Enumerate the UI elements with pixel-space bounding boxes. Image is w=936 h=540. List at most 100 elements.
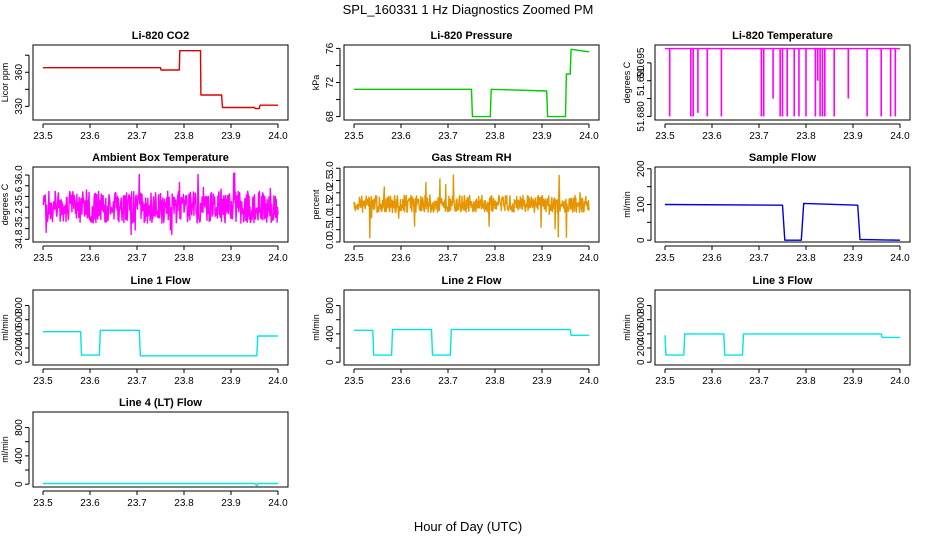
y-tick-label: 34.8 — [14, 229, 25, 249]
y-axis-label: Licor ppm — [0, 63, 10, 103]
series-4 — [42, 172, 279, 236]
plot-frame — [343, 44, 600, 121]
x-tick-label: 23.5 — [33, 376, 53, 387]
y-tick-label: 1.0 — [325, 210, 336, 224]
x-tick-label: 23.5 — [344, 376, 364, 387]
y-axis-label: ml/min — [622, 191, 632, 218]
x-tick-label: 24.0 — [268, 498, 288, 509]
x-tick-label: 23.6 — [702, 253, 722, 264]
x-tick-label: 23.8 — [796, 253, 816, 264]
plot-frame — [343, 289, 600, 366]
x-tick-label: 23.9 — [843, 253, 863, 264]
x-tick-label: 23.6 — [391, 131, 411, 142]
x-axis: 23.5 23.6 23.7 23.8 23.9 24.0 — [33, 368, 288, 387]
panel-3: Li-820 Temperature 23.5 23.6 23.7 23.8 23.9 24… — [622, 30, 911, 142]
y-axis: 34.835.2 35.636.0 degrees C — [0, 165, 30, 249]
y-tick-label: 800 — [14, 419, 25, 436]
panel-title: Line 3 Flow — [753, 275, 813, 287]
x-tick-label: 23.7 — [127, 131, 147, 142]
plot-frame — [32, 44, 289, 121]
x-tick-label: 23.6 — [391, 253, 411, 264]
panel-6: Sample Flow 23.5 23.6 23.7 23.8 23.9 24.0 0 100 2… — [622, 152, 911, 264]
x-tick-label: 23.9 — [843, 376, 863, 387]
series-line — [354, 48, 590, 118]
y-axis: 0 400 800 ml/min — [0, 419, 30, 487]
x-tick-label: 23.7 — [438, 253, 458, 264]
x-tick-label: 23.6 — [80, 498, 100, 509]
y-tick-label: 0 — [14, 481, 25, 487]
y-tick-label: 0 — [636, 359, 647, 365]
x-tick-label: 23.7 — [749, 253, 769, 264]
panel-title: Li-820 CO2 — [132, 30, 189, 42]
x-tick-label: 23.7 — [127, 376, 147, 387]
y-axis: 0 400 800 ml/min — [311, 297, 341, 365]
x-tick-label: 24.0 — [268, 131, 288, 142]
x-axis: 23.5 23.6 23.7 23.8 23.9 24.0 — [33, 490, 288, 509]
series-line — [354, 328, 589, 356]
x-tick-label: 24.0 — [579, 376, 599, 387]
plot-frame — [32, 289, 289, 366]
y-tick-label: 72 — [325, 77, 336, 89]
x-tick-label: 24.0 — [268, 376, 288, 387]
series-noise — [353, 174, 590, 239]
series-2 — [354, 48, 590, 118]
y-tick-label: 400 — [14, 325, 25, 342]
panel-title: Line 2 Flow — [442, 275, 502, 287]
x-tick-label: 23.9 — [843, 131, 863, 142]
y-tick-label: 3.0 — [325, 161, 336, 175]
panel-5: Gas Stream RH 23.5 23.6 23.7 23.8 23.9 24.0 0.0… — [311, 152, 600, 264]
y-tick-label: 600 — [14, 311, 25, 328]
series-line — [43, 329, 278, 357]
x-tick-label: 23.8 — [174, 498, 194, 509]
series-noise — [42, 172, 279, 236]
series-7 — [43, 329, 278, 357]
x-tick-label: 23.7 — [127, 253, 147, 264]
y-tick-label: 2.5 — [325, 173, 336, 187]
x-tick-label: 24.0 — [579, 253, 599, 264]
series-line — [43, 482, 278, 487]
x-tick-label: 24.0 — [890, 376, 910, 387]
x-tick-label: 23.6 — [391, 376, 411, 387]
x-tick-label: 23.5 — [655, 253, 675, 264]
x-tick-label: 24.0 — [579, 131, 599, 142]
y-tick-label: 35.6 — [14, 186, 25, 206]
panels: Li-820 CO2 23.5 23.6 23.7 23.8 23.9 24.0 330 360… — [0, 30, 911, 509]
series-line — [43, 50, 278, 110]
x-tick-label: 23.9 — [532, 131, 552, 142]
panel-2: Li-820 Pressure 23.5 23.6 23.7 23.8 23.9 24.0 6… — [311, 30, 600, 142]
panel-9: Line 3 Flow 23.5 23.6 23.7 23.8 23.9 24.0 0 2004… — [622, 275, 911, 387]
x-tick-label: 23.5 — [655, 376, 675, 387]
y-tick-label: 76 — [325, 42, 336, 54]
y-axis: 0 100 200 ml/min — [622, 160, 652, 243]
x-tick-label: 23.8 — [796, 376, 816, 387]
y-tick-label: 400 — [636, 325, 647, 342]
x-tick-label: 24.0 — [890, 253, 910, 264]
y-tick-label: 200 — [636, 160, 647, 177]
x-tick-label: 23.8 — [796, 131, 816, 142]
y-tick-label: 400 — [325, 325, 336, 342]
x-axis-label: Hour of Day (UTC) — [414, 519, 522, 534]
y-tick-label: 360 — [14, 63, 25, 80]
x-tick-label: 23.9 — [221, 253, 241, 264]
y-axis-label: ml/min — [0, 436, 10, 463]
x-tick-label: 23.7 — [749, 376, 769, 387]
y-axis: 68 72 76 kPa — [311, 42, 341, 122]
x-tick-label: 23.5 — [33, 498, 53, 509]
y-tick-label: 100 — [636, 196, 647, 213]
y-tick-label: 0 — [14, 359, 25, 365]
series-3 — [665, 47, 900, 117]
x-tick-label: 23.8 — [485, 376, 505, 387]
y-tick-label: 600 — [636, 311, 647, 328]
y-axis-label: ml/min — [622, 314, 632, 341]
y-tick-label: 0.5 — [325, 222, 336, 236]
y-tick-label: 51.680 — [636, 101, 647, 132]
y-tick-label: 800 — [14, 297, 25, 314]
y-tick-label: 35.2 — [14, 208, 25, 228]
y-tick-label: 800 — [325, 297, 336, 314]
x-tick-label: 23.9 — [221, 131, 241, 142]
plot-frame — [654, 166, 911, 243]
